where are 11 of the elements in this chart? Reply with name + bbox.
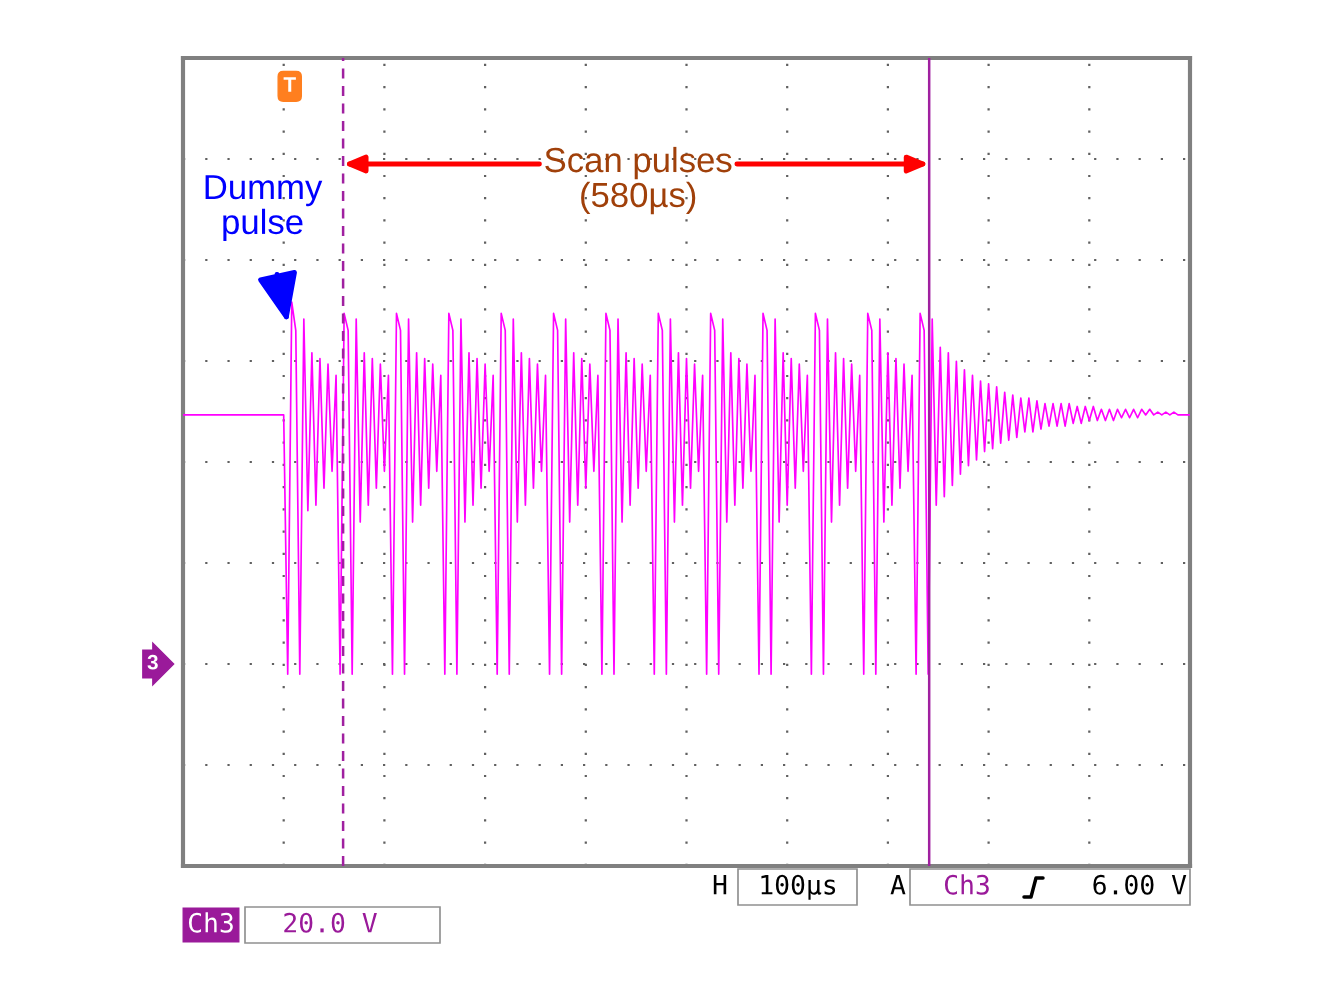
text: T <box>283 77 296 92</box>
text: Ch3 <box>188 912 233 933</box>
text: H <box>713 875 727 895</box>
text: Scan pulses (580µs) <box>545 146 732 215</box>
text: 20.0 V <box>284 912 377 933</box>
text: A <box>890 875 906 895</box>
text: 3 <box>147 654 158 670</box>
text: Dummy pulse <box>205 175 323 242</box>
text: Ch3 <box>944 874 989 895</box>
text: 100µs <box>761 874 836 900</box>
text: 6.00 V <box>1093 874 1187 895</box>
